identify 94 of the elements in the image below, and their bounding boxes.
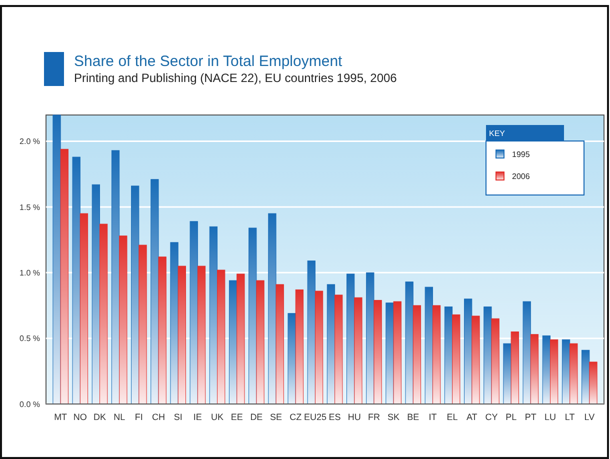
x-tick-label: SE xyxy=(270,412,282,422)
bar xyxy=(562,339,570,404)
bar xyxy=(354,297,362,404)
x-tick-label: AT xyxy=(466,412,478,422)
bar xyxy=(386,302,394,404)
x-tick-label: EL xyxy=(446,412,458,422)
bar xyxy=(432,305,441,404)
legend-label: 1995 xyxy=(512,150,530,159)
x-tick-label: LT xyxy=(564,412,576,422)
x-tick-label: IT xyxy=(428,412,438,422)
bar xyxy=(52,114,61,404)
bar xyxy=(288,313,296,404)
x-tick-label: HU xyxy=(348,412,361,422)
chart-subtitle: Printing and Publishing (NACE 22), EU countries 1995, 2006 xyxy=(74,71,398,85)
bar xyxy=(550,339,558,404)
bar xyxy=(209,226,218,404)
x-tick-label: ES xyxy=(328,412,341,422)
bar xyxy=(374,300,382,404)
bar xyxy=(334,294,343,404)
x-tick-label: CY xyxy=(485,412,498,422)
bar xyxy=(72,156,80,404)
bar xyxy=(150,179,159,404)
x-tick-label: PT xyxy=(524,412,537,422)
bar xyxy=(405,282,414,404)
x-tick-label: NL xyxy=(114,412,126,422)
bar xyxy=(464,298,472,404)
bar xyxy=(236,274,245,404)
x-tick-label: SK xyxy=(388,412,400,422)
bar xyxy=(295,289,304,404)
bar xyxy=(100,224,108,404)
bar xyxy=(178,266,186,404)
bar xyxy=(248,228,257,404)
bar xyxy=(542,335,550,404)
bar xyxy=(530,334,539,404)
bar xyxy=(228,280,238,404)
bar xyxy=(256,280,264,404)
chart-title: Share of the Sector in Total Employment xyxy=(74,53,344,70)
bar xyxy=(92,184,100,404)
x-tick-label: SI xyxy=(174,412,182,422)
bar xyxy=(452,314,460,404)
x-tick-label: FR xyxy=(368,412,380,422)
y-tick-label: 0.5 % xyxy=(20,334,40,344)
bar xyxy=(491,318,500,404)
bar xyxy=(307,260,316,404)
bar xyxy=(314,290,324,404)
bar xyxy=(197,266,206,404)
y-tick-label: 1.0 % xyxy=(20,268,40,278)
x-tick-label: BE xyxy=(407,412,420,422)
bar xyxy=(522,301,531,404)
bar xyxy=(111,150,120,404)
x-tick-label: LU xyxy=(544,412,556,422)
x-tick-label: PL xyxy=(506,412,517,422)
x-tick-label: CZ xyxy=(290,412,302,422)
bar xyxy=(589,362,598,404)
x-tick-label: CH xyxy=(152,412,166,422)
bar xyxy=(582,350,590,404)
x-tick-label: EU25 xyxy=(304,412,326,422)
legend-title: KEY xyxy=(489,129,506,138)
bar xyxy=(472,316,480,404)
bar xyxy=(510,332,519,404)
y-tick-label: 1.5 % xyxy=(20,202,40,212)
x-tick-label: MT xyxy=(54,412,68,422)
legend-label: 2006 xyxy=(512,172,530,181)
x-tick-label: UK xyxy=(211,412,224,422)
y-tick-label: 2.0 % xyxy=(20,137,40,146)
bar xyxy=(138,244,147,404)
bar xyxy=(217,270,226,404)
bar xyxy=(424,286,433,404)
bar xyxy=(131,186,140,404)
bar xyxy=(268,213,276,404)
bar xyxy=(570,343,578,404)
bar xyxy=(444,306,453,404)
bar xyxy=(484,306,492,404)
bar xyxy=(346,274,355,404)
x-tick-label: DK xyxy=(93,412,106,422)
bar xyxy=(119,236,128,404)
y-tick-label: 0.0 % xyxy=(20,400,40,409)
bar xyxy=(60,148,68,404)
x-tick-label: IE xyxy=(193,412,202,422)
bar xyxy=(366,272,374,404)
bar xyxy=(326,284,336,404)
x-tick-label: NO xyxy=(73,412,87,422)
x-tick-label: FI xyxy=(134,412,143,422)
bar xyxy=(503,343,512,404)
bar xyxy=(170,242,178,404)
bar xyxy=(412,305,422,404)
bar xyxy=(158,256,166,404)
bar xyxy=(190,221,198,404)
bar xyxy=(80,213,88,404)
x-tick-label: DE xyxy=(250,412,263,422)
x-tick-label: LV xyxy=(584,412,595,422)
x-tick-label: EE xyxy=(230,412,243,422)
bar xyxy=(276,284,284,404)
bar xyxy=(393,301,402,404)
